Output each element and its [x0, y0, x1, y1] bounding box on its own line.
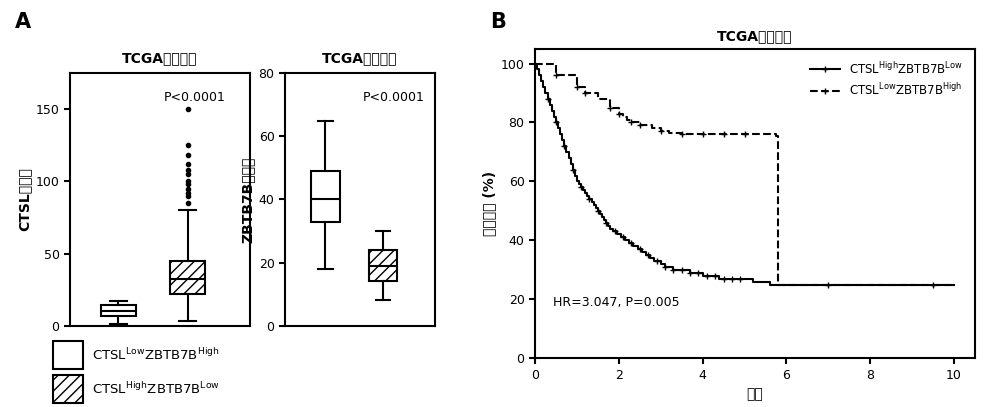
Point — [180, 190, 196, 196]
Point — [180, 178, 196, 185]
Point — [180, 142, 196, 149]
Text: CTSL$^{\mathrm{Low}}$ZBTB7B$^{\mathrm{High}}$: CTSL$^{\mathrm{Low}}$ZBTB7B$^{\mathrm{Hi… — [92, 347, 220, 363]
Point — [180, 200, 196, 206]
Point — [180, 181, 196, 188]
Legend: CTSL$^{\mathrm{High}}$ZBTB7B$^{\mathrm{Low}}$, CTSL$^{\mathrm{Low}}$ZBTB7B$^{\ma: CTSL$^{\mathrm{High}}$ZBTB7B$^{\mathrm{L… — [805, 55, 969, 104]
Text: P<0.0001: P<0.0001 — [164, 91, 225, 104]
Title: TCGA胃癌队列: TCGA胃癌队列 — [122, 51, 198, 65]
Title: TCGA胃癌队列: TCGA胃癌队列 — [717, 29, 793, 44]
Point — [180, 166, 196, 173]
Point — [180, 106, 196, 113]
Point — [180, 193, 196, 199]
PathPatch shape — [311, 171, 340, 221]
Text: CTSL$^{\mathrm{High}}$ZBTB7B$^{\mathrm{Low}}$: CTSL$^{\mathrm{High}}$ZBTB7B$^{\mathrm{L… — [92, 381, 220, 397]
Y-axis label: ZBTB7B表达量: ZBTB7B表达量 — [240, 156, 254, 243]
Text: B: B — [490, 12, 506, 32]
Text: A: A — [15, 12, 31, 32]
Title: TCGA胃癌队列: TCGA胃癌队列 — [322, 51, 398, 65]
Y-axis label: CTSL表达量: CTSL表达量 — [18, 168, 32, 231]
Bar — [53, 341, 83, 369]
Y-axis label: 总生存率 (%): 总生存率 (%) — [483, 171, 497, 236]
PathPatch shape — [101, 305, 136, 315]
PathPatch shape — [369, 250, 397, 282]
Point — [180, 152, 196, 159]
PathPatch shape — [170, 261, 205, 294]
Point — [180, 161, 196, 167]
Bar — [53, 376, 83, 403]
X-axis label: 年数: 年数 — [747, 387, 763, 401]
Point — [180, 185, 196, 192]
Point — [180, 171, 196, 177]
Text: HR=3.047, P=0.005: HR=3.047, P=0.005 — [553, 295, 679, 309]
Text: P<0.0001: P<0.0001 — [363, 91, 425, 104]
